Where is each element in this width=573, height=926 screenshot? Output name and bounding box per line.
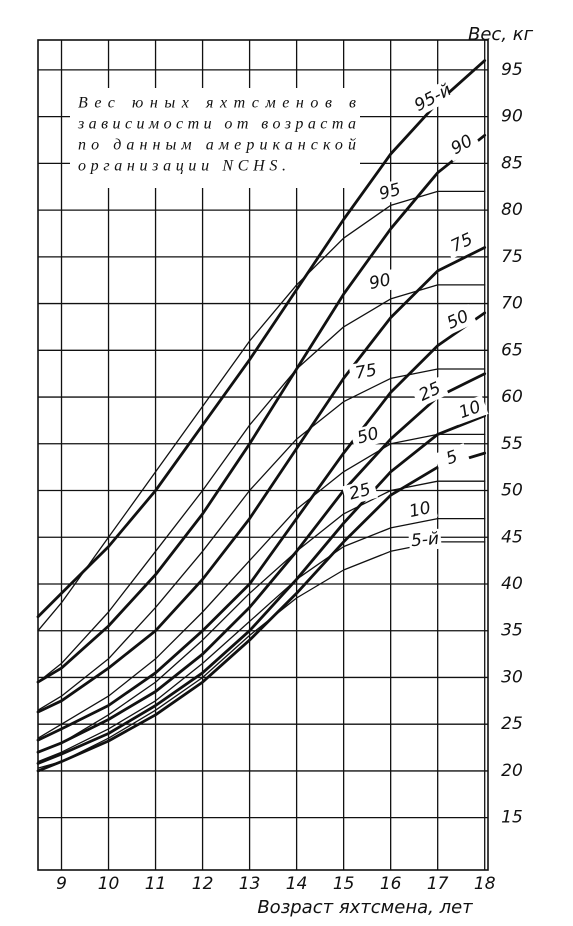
curve-label: 10 [407,498,432,522]
x-tick-label: 9 [56,874,67,894]
curve-label-bg [371,178,409,206]
x-tick-label: 18 [474,874,496,894]
y-tick-label: 75 [501,247,523,267]
x-tick-label: 13 [239,874,261,894]
percentile-curve [37,368,486,711]
annotation-line: организации NCHS. [78,158,286,175]
y-tick-label: 35 [501,621,523,641]
percentile-curve [37,517,486,763]
y-tick-label: 40 [501,574,523,594]
x-tick-label: 16 [380,874,402,894]
y-tick-label: 90 [501,107,523,127]
annotation-box [70,88,360,188]
y-tick-label: 80 [501,200,523,220]
percentile-curve [36,414,487,765]
y-tick-label: 20 [501,761,523,781]
y-tick-label: 65 [501,340,523,360]
y-tick-label: 70 [501,294,523,314]
curve-label-bg [349,422,387,450]
y-tick-label: 45 [501,527,523,547]
x-tick-label: 12 [192,874,214,894]
curve-label-bg [402,496,438,524]
x-tick-label: 17 [427,874,449,894]
y-axis-title: Вес, кг [468,24,534,45]
x-tick-label: 10 [98,874,120,894]
percentile-curve [37,480,486,753]
curve-label-bg [408,528,442,552]
curve-label-bg [362,268,398,296]
y-tick-label: 85 [501,153,523,173]
percentile-curve [36,451,487,773]
x-tick-label: 15 [333,874,355,894]
x-tick-label: 14 [286,874,308,894]
curve-label: 5-й [410,529,440,551]
y-tick-label: 50 [501,481,523,501]
x-tick-label: 11 [145,874,167,894]
y-tick-label: 30 [501,667,523,687]
percentile-curve [37,541,486,769]
percentile-curve [37,284,486,683]
curve-label-bg [414,81,452,115]
curve-label-bg [348,359,384,385]
percentile-curve [36,59,487,619]
curve-label-bg [433,443,471,473]
curve-label: 90 [367,270,392,294]
percentile-curve [36,246,487,714]
percentile-curve [37,433,486,739]
curve-label: 75 [354,360,379,383]
curve-label-bg [451,395,489,425]
curve-label-bg [411,376,449,408]
y-tick-label: 95 [501,60,523,80]
plot-frame [37,39,489,871]
y-tick-label: 15 [501,808,523,828]
curve-label-bg [439,304,477,336]
annotation-line: зависимости от возраста [77,116,356,133]
percentile-curve [36,311,487,742]
x-axis-title: Возраст яхтсмена, лет [257,897,473,918]
percentile-curve [37,190,486,632]
y-tick-label: 25 [501,714,523,734]
curve-label-bg [443,227,481,259]
percentile-curve [36,372,487,754]
curve-label-bg [443,128,481,162]
y-tick-label: 55 [501,434,523,454]
y-tick-label: 60 [501,387,523,407]
curve-label-bg [341,478,379,506]
percentile-curve [36,133,487,684]
